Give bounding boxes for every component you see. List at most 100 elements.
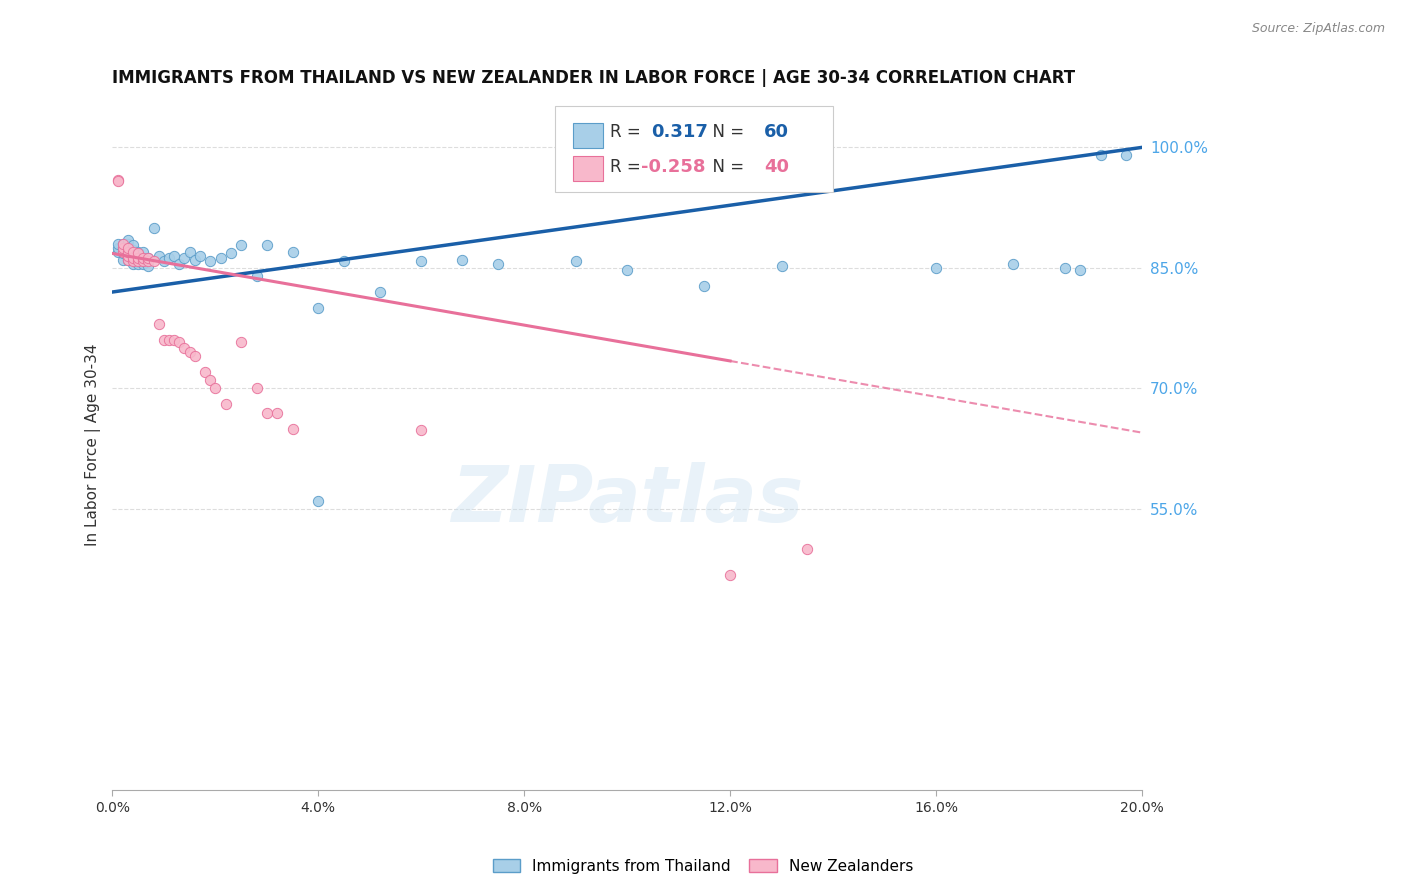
Point [245, 381, 267, 395]
Point [148, 249, 170, 263]
Point [107, 174, 129, 188]
Point [117, 252, 139, 267]
Point [169, 257, 191, 271]
Point [117, 249, 139, 263]
Point [122, 252, 145, 267]
Legend: Immigrants from Thailand, New Zealanders: Immigrants from Thailand, New Zealanders [486, 853, 920, 880]
Point [184, 252, 207, 267]
Point [132, 244, 155, 259]
Point [1115, 148, 1137, 162]
Point [200, 254, 222, 268]
Point [333, 254, 356, 268]
Point [1053, 260, 1076, 275]
Point [127, 244, 149, 259]
Point [132, 257, 155, 271]
Point [107, 241, 129, 255]
Point [368, 285, 391, 299]
Point [117, 233, 139, 247]
Point [451, 252, 474, 267]
Point [204, 381, 226, 395]
Point [281, 244, 304, 259]
Point [229, 238, 252, 252]
Point [127, 252, 149, 266]
Point [132, 252, 155, 266]
Point [117, 252, 139, 267]
Point [138, 254, 160, 268]
Point [122, 238, 145, 252]
FancyBboxPatch shape [555, 106, 832, 193]
Point [411, 254, 433, 268]
Point [194, 365, 217, 379]
Point [117, 241, 139, 255]
Text: R =: R = [610, 158, 645, 176]
Point [163, 333, 186, 347]
Text: ZIPatlas: ZIPatlas [451, 462, 803, 538]
Point [148, 317, 170, 331]
Point [157, 333, 180, 347]
Bar [572, 156, 603, 181]
Text: 0.317: 0.317 [651, 123, 707, 141]
Point [138, 260, 160, 274]
Point [214, 397, 236, 411]
Point [564, 254, 586, 268]
Point [111, 252, 134, 267]
Point [796, 542, 818, 557]
Point [153, 333, 176, 347]
Point [117, 249, 139, 263]
Point [117, 244, 139, 259]
Point [138, 252, 160, 266]
Point [153, 254, 176, 268]
Point [127, 254, 149, 268]
Point [179, 244, 201, 259]
Point [256, 405, 278, 419]
Text: IMMIGRANTS FROM THAILAND VS NEW ZEALANDER IN LABOR FORCE | AGE 30-34 CORRELATION: IMMIGRANTS FROM THAILAND VS NEW ZEALANDE… [112, 69, 1076, 87]
Point [117, 236, 139, 251]
Bar [572, 123, 603, 147]
Point [111, 241, 134, 255]
Point [1069, 262, 1091, 277]
Point [138, 252, 160, 266]
Point [122, 246, 145, 260]
Point [1090, 148, 1112, 162]
Point [107, 244, 129, 259]
Point [163, 249, 186, 263]
Text: -0.258: -0.258 [641, 158, 704, 176]
Y-axis label: In Labor Force | Age 30-34: In Labor Force | Age 30-34 [86, 343, 101, 546]
Point [770, 260, 793, 274]
Point [117, 241, 139, 255]
Point [122, 254, 145, 268]
Point [117, 244, 139, 259]
Point [925, 260, 948, 275]
Point [157, 252, 180, 266]
Point [132, 254, 155, 268]
Text: Source: ZipAtlas.com: Source: ZipAtlas.com [1251, 22, 1385, 36]
Point [1002, 257, 1025, 271]
Point [107, 236, 129, 251]
Point [122, 257, 145, 271]
Point [122, 244, 145, 259]
Point [111, 244, 134, 259]
Point [307, 301, 329, 315]
Point [718, 567, 741, 582]
Point [188, 249, 211, 263]
Point [266, 405, 288, 419]
Point [184, 349, 207, 363]
Point [693, 278, 716, 293]
Point [219, 246, 242, 260]
Point [127, 246, 149, 260]
Point [411, 423, 433, 437]
Point [132, 252, 155, 266]
Point [142, 254, 165, 268]
Point [179, 345, 201, 359]
Point [256, 238, 278, 252]
Point [127, 257, 149, 271]
Point [200, 373, 222, 387]
Text: 60: 60 [763, 123, 789, 141]
Point [111, 241, 134, 255]
Point [142, 220, 165, 235]
Point [307, 494, 329, 508]
Point [173, 252, 195, 266]
Point [281, 421, 304, 435]
Point [616, 262, 638, 277]
Point [245, 268, 267, 283]
